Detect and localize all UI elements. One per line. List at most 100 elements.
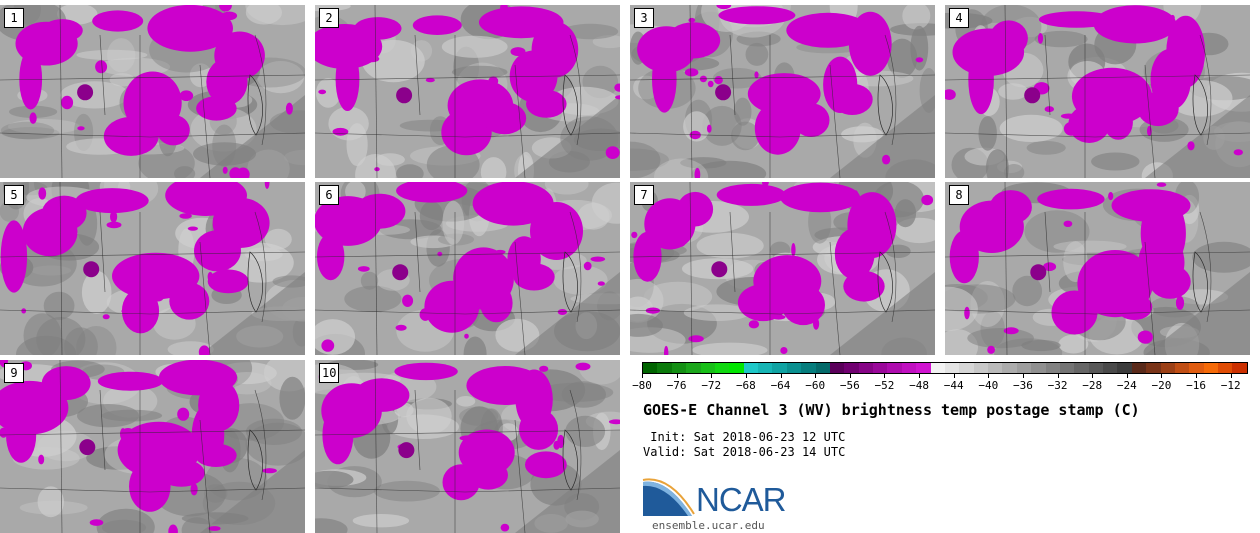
- panel-7: 7: [630, 182, 935, 355]
- colorbar-tick: [780, 374, 782, 378]
- colorbar-tick: [1092, 374, 1094, 378]
- colorbar-segment: [1131, 363, 1147, 373]
- colorbar-segment: [930, 363, 945, 373]
- colorbar-segment: [1045, 363, 1060, 373]
- panel-10: 10: [315, 360, 620, 533]
- colorbar-segment: [1031, 363, 1046, 373]
- panel-map: [0, 5, 305, 178]
- panel-map: [945, 5, 1250, 178]
- colorbar-tick: [711, 374, 713, 378]
- ncar-logo-icon: [642, 478, 695, 516]
- colorbar-tick-label: −40: [978, 379, 999, 392]
- panel-label: 1: [4, 8, 24, 28]
- colorbar-tick: [745, 374, 747, 378]
- panel-label: 2: [319, 8, 339, 28]
- colorbar-segment: [729, 363, 744, 373]
- colorbar-tick-label: −68: [735, 379, 756, 392]
- panel-3: 3: [630, 5, 935, 178]
- colorbar-tick-label: −52: [874, 379, 895, 392]
- colorbar-tick-label: −80: [632, 379, 652, 392]
- colorbar-segment: [743, 363, 758, 373]
- colorbar-segment: [973, 363, 988, 373]
- colorbar-segment: [815, 363, 830, 373]
- colorbar-tick-label: −76: [666, 379, 687, 392]
- colorbar-segment: [1088, 363, 1103, 373]
- colorbar-segment: [887, 363, 902, 373]
- colorbar-tick: [849, 374, 851, 378]
- colorbar-tick-label: −12: [1220, 379, 1241, 392]
- colorbar-segment: [1016, 363, 1032, 373]
- panel-map: [945, 182, 1250, 355]
- logo-url: ensemble.ucar.edu: [652, 519, 765, 532]
- panel-label: 8: [949, 185, 969, 205]
- colorbar-segment: [916, 363, 931, 373]
- colorbar-tick-label: −56: [839, 379, 860, 392]
- colorbar-tick-label: −60: [805, 379, 826, 392]
- panel-label: 4: [949, 8, 969, 28]
- panel-label: 9: [4, 363, 24, 383]
- panel-map: [0, 360, 305, 533]
- colorbar-segment: [714, 363, 730, 373]
- colorbar-segment: [643, 363, 658, 373]
- colorbar-tick-label: −16: [1186, 379, 1206, 392]
- logo-text: NCAR: [696, 481, 787, 518]
- colorbar-segment: [901, 363, 917, 373]
- panel-map: [630, 182, 935, 355]
- panel-1: 1: [0, 5, 305, 178]
- panel-6: 6: [315, 182, 620, 355]
- colorbar-tick-label: −44: [943, 379, 964, 392]
- colorbar-segment: [700, 363, 715, 373]
- colorbar-segment: [988, 363, 1003, 373]
- figure-title: GOES-E Channel 3 (WV) brightness temp po…: [643, 401, 1140, 419]
- colorbar-tick: [1057, 374, 1059, 378]
- colorbar-ticks: −80 −76 −72 −68 −64 −60 −56 −52 −48 −44 −40 −36 −32 −…: [632, 374, 1248, 394]
- colorbar-segment: [1203, 363, 1218, 373]
- init-time: Init: Sat 2018-06-23 12 UTC: [643, 430, 846, 444]
- panel-label: 6: [319, 185, 339, 205]
- panel-8: 8: [945, 182, 1250, 355]
- colorbar-tick: [1230, 374, 1232, 378]
- colorbar-segment: [1146, 363, 1161, 373]
- colorbar-segment: [1232, 363, 1247, 373]
- colorbar-tick: [1196, 374, 1198, 378]
- colorbar-segment: [1218, 363, 1233, 373]
- colorbar-tick-label: −72: [701, 379, 722, 392]
- colorbar-tick: [1161, 374, 1163, 378]
- colorbar-segment: [686, 363, 701, 373]
- colorbar-tick-label: −64: [770, 379, 791, 392]
- panel-9: 9: [0, 360, 305, 533]
- colorbar-segment: [1059, 363, 1075, 373]
- panel-label: 5: [4, 185, 24, 205]
- colorbar: [642, 362, 1248, 374]
- colorbar-segment: [758, 363, 773, 373]
- colorbar-segment: [873, 363, 888, 373]
- colorbar-segment: [844, 363, 859, 373]
- colorbar-segment: [786, 363, 802, 373]
- valid-time: Valid: Sat 2018-06-23 14 UTC: [643, 445, 846, 459]
- colorbar-tick-label: −28: [1082, 379, 1103, 392]
- panel-label: 10: [319, 363, 340, 383]
- colorbar-segment: [1117, 363, 1132, 373]
- colorbar-tick-label: −36: [1012, 379, 1033, 392]
- panel-map: [0, 182, 305, 355]
- colorbar-tick: [1022, 374, 1024, 378]
- colorbar-segment: [944, 363, 960, 373]
- panel-map: [630, 5, 935, 178]
- colorbar-tick: [642, 374, 643, 378]
- colorbar-tick-label: −48: [909, 379, 929, 392]
- colorbar-tick: [953, 374, 955, 378]
- colorbar-segment: [671, 363, 687, 373]
- colorbar-tick-label: −32: [1047, 379, 1068, 392]
- colorbar-segment: [858, 363, 873, 373]
- colorbar-segment: [772, 363, 787, 373]
- colorbar-tick: [676, 374, 678, 378]
- colorbar-tick: [919, 374, 921, 378]
- panel-label: 3: [634, 8, 654, 28]
- panel-map: [315, 5, 620, 178]
- colorbar-segment: [1174, 363, 1190, 373]
- colorbar-segment: [801, 363, 816, 373]
- panel-map: [315, 360, 620, 533]
- panel-map: [315, 182, 620, 355]
- colorbar-segment: [1002, 363, 1017, 373]
- colorbar-segment: [657, 363, 672, 373]
